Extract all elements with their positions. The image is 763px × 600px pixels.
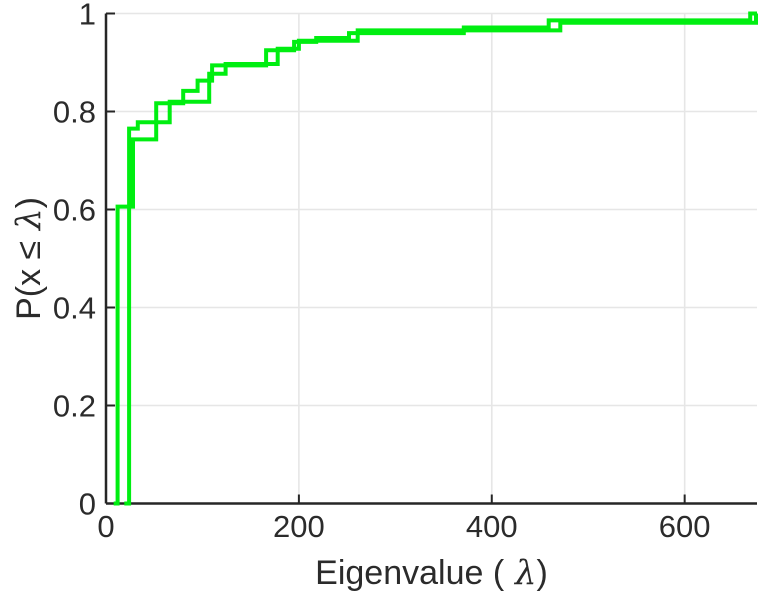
x-tick-label: 400 (466, 509, 518, 544)
ecdf-curve-2 (124, 11, 758, 506)
y-tick-label: 0.8 (53, 95, 96, 130)
y-axis-label: P(x ≤ λ) (9, 197, 49, 320)
y-tick-label: 0 (79, 487, 96, 522)
ecdf-series (113, 11, 758, 506)
gridlines (106, 12, 757, 504)
ecdf-curve-1 (113, 11, 757, 506)
x-tick-label: 200 (273, 509, 325, 544)
y-tick-label: 0.6 (53, 193, 96, 228)
axes: 0 200 400 600 0 0.2 0.4 0.6 0.8 1 (53, 0, 757, 544)
y-tick-label: 1 (79, 0, 96, 32)
axis-labels: Eigenvalue ( λ) P(x ≤ λ) (9, 197, 548, 593)
x-axis-label: Eigenvalue ( λ) (315, 553, 548, 593)
y-tick-label: 0.4 (53, 291, 96, 326)
y-tick-label: 0.2 (53, 389, 96, 424)
x-tick-label: 0 (97, 509, 114, 544)
x-tick-label: 600 (659, 509, 711, 544)
